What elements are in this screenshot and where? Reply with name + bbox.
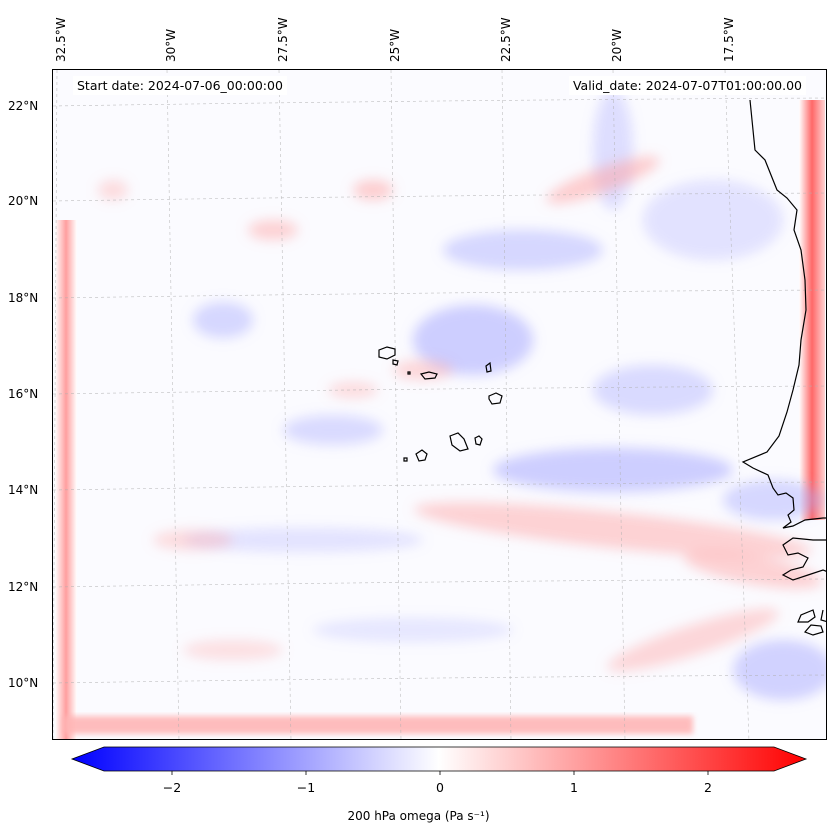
lat-label-10n: 10°N [8, 676, 39, 690]
colorbar-tick-minus-1: −1 [296, 780, 316, 795]
lat-label-18n: 18°N [8, 291, 39, 305]
bottom-boundary-band [63, 716, 693, 734]
lat-label-20n: 20°N [8, 194, 39, 208]
graticule [53, 70, 826, 739]
lon-label-22-5w: 22.5°W [499, 17, 513, 62]
red-patches [98, 156, 822, 672]
colorbar-tick-minus-2: −2 [162, 780, 182, 795]
colorbar-title: 200 hPa omega (Pa s⁻¹) [347, 809, 490, 823]
omega-field [53, 70, 826, 739]
lon-label-20w: 20°W [610, 28, 624, 62]
lon-label-25w: 25°W [388, 28, 402, 62]
lat-label-12n: 12°N [8, 580, 39, 594]
map-frame: Start date: 2024-07-06_00:00:00 Valid_da… [52, 69, 827, 740]
valid-date-label: Valid_date: 2024-07-07T01:00:00.00 [568, 76, 806, 95]
lat-label-14n: 14°N [8, 483, 39, 497]
lon-label-32-5w: 32.5°W [54, 17, 68, 62]
colorbar-bar [70, 746, 808, 772]
lon-label-27-5w: 27.5°W [276, 17, 290, 62]
lon-label-17-5w: 17.5°W [722, 17, 736, 62]
colorbar-tick-1: 1 [570, 780, 578, 795]
cape-verde-islands [378, 346, 503, 462]
blue-patches [183, 90, 826, 700]
colorbar-tick-2: 2 [704, 780, 712, 795]
lat-label-16n: 16°N [8, 387, 39, 401]
start-date-label: Start date: 2024-07-06_00:00:00 [73, 76, 287, 95]
right-boundary-band [799, 100, 825, 520]
lat-label-22n: 22°N [8, 99, 39, 113]
colorbar-tick-marks [171, 771, 709, 775]
colorbar-tick-0: 0 [436, 780, 444, 795]
lon-label-30w: 30°W [164, 28, 178, 62]
colorbar [70, 746, 808, 775]
african-coastline [741, 99, 826, 636]
left-boundary-band [55, 220, 77, 739]
